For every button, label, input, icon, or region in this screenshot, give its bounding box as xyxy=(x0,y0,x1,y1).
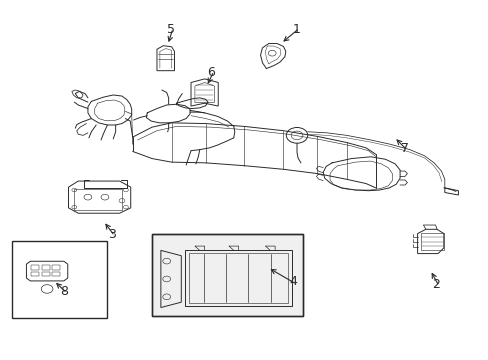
Text: 2: 2 xyxy=(432,278,440,291)
Bar xyxy=(189,253,287,303)
Bar xyxy=(41,265,49,270)
Text: 5: 5 xyxy=(166,23,174,36)
Bar xyxy=(152,234,302,316)
Bar xyxy=(152,234,302,316)
Text: 6: 6 xyxy=(207,66,215,79)
Text: 8: 8 xyxy=(61,285,68,298)
Bar xyxy=(12,241,107,318)
Text: 3: 3 xyxy=(108,228,116,241)
Bar xyxy=(421,233,443,250)
Bar xyxy=(31,272,39,276)
Bar xyxy=(52,265,60,270)
Text: 1: 1 xyxy=(292,23,300,36)
Bar xyxy=(74,189,122,210)
Bar xyxy=(52,272,60,276)
Bar xyxy=(41,272,49,276)
Text: 7: 7 xyxy=(400,142,408,155)
Bar xyxy=(31,265,39,270)
Text: 4: 4 xyxy=(288,275,296,288)
Bar xyxy=(185,250,291,306)
